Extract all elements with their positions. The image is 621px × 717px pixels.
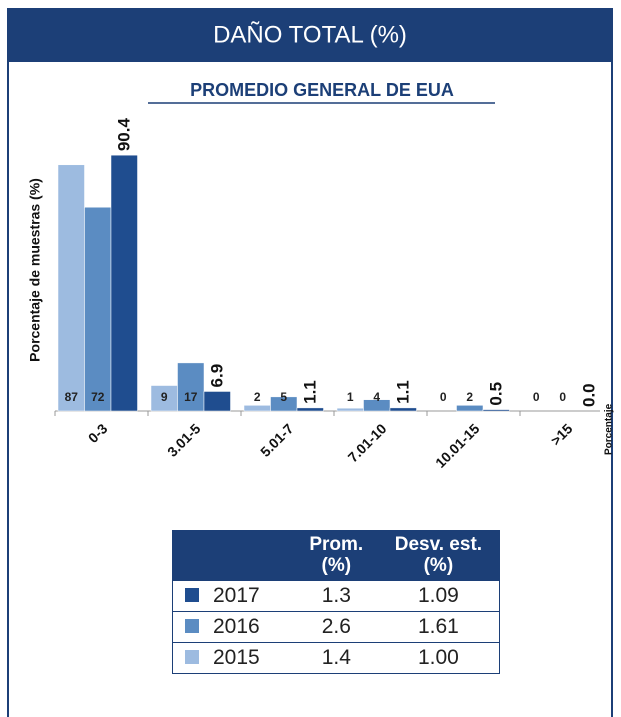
- cell: 1.00: [417, 645, 459, 669]
- swatch: [185, 618, 199, 633]
- header-bar: [7, 8, 613, 62]
- bar: [110, 154, 138, 412]
- bar: [177, 362, 205, 412]
- value-label: 5: [280, 390, 287, 404]
- bar: [243, 405, 271, 412]
- bar: [336, 407, 364, 412]
- value-label: 90.4: [115, 118, 134, 152]
- row-label-cell: 2017: [173, 581, 295, 612]
- bar: [203, 391, 231, 412]
- x-tick-label: 0-3: [85, 420, 111, 446]
- bar: [363, 399, 391, 412]
- subtitle: PROMEDIO GENERAL DE EUA: [190, 80, 454, 100]
- value-label: 1.1: [394, 380, 413, 404]
- bar: [270, 396, 298, 412]
- bar: [389, 407, 417, 412]
- row-label: 2015: [213, 645, 260, 669]
- x-tick-label: 10.01-15: [432, 420, 483, 471]
- table-row: 2016 2.6 1.61: [172, 611, 500, 643]
- value-label: 6.9: [208, 364, 227, 388]
- value-label: 2: [254, 390, 261, 404]
- cell: 1.09: [417, 583, 459, 607]
- value-label: 1: [347, 390, 354, 404]
- stats-table: Prom. (%) Desv. est. (%) 2017 1.3 1.09 2016…: [172, 530, 500, 674]
- column-header: Prom. (%): [294, 530, 378, 581]
- value-label: 1.1: [301, 380, 320, 404]
- y-axis-label: Porcentaje de muestras (%): [27, 178, 43, 362]
- x-axis-label: Porcentaje: [604, 403, 615, 455]
- x-tick-label: >15: [547, 420, 575, 448]
- row-label: 2016: [213, 614, 260, 638]
- swatch: [185, 587, 199, 602]
- cell: 1.3: [321, 583, 351, 607]
- row-label-cell: 2015: [173, 642, 295, 673]
- value-label: 0: [440, 390, 447, 404]
- bar: [150, 385, 178, 412]
- x-tick-label: 7.01-10: [345, 420, 390, 465]
- value-label: 0: [559, 390, 566, 404]
- value-label: 72: [91, 390, 105, 404]
- bar: [57, 164, 85, 412]
- value-label: 9: [161, 390, 168, 404]
- cell: 1.4: [321, 645, 351, 669]
- bar: [84, 206, 112, 412]
- row-label-cell: 2016: [173, 611, 295, 642]
- title: DAÑO TOTAL (%): [213, 21, 407, 48]
- value-label: 0: [533, 390, 540, 404]
- x-tick-label: 3.01-5: [164, 420, 204, 460]
- value-label: 4: [373, 390, 380, 404]
- x-tick-label: 5.01-7: [257, 420, 297, 460]
- value-label: 0.0: [580, 383, 599, 407]
- bar: [456, 405, 484, 412]
- bar: [482, 409, 510, 412]
- value-label: 87: [65, 390, 79, 404]
- bar: [296, 407, 324, 412]
- swatch: [185, 649, 199, 664]
- value-label: 2: [466, 390, 473, 404]
- cell: 2.6: [321, 614, 351, 638]
- table-row: 2015 1.4 1.00: [172, 642, 500, 674]
- row-label: 2017: [213, 583, 260, 607]
- cell: 1.61: [417, 614, 459, 638]
- table-row: 2017 1.3 1.09: [172, 581, 500, 612]
- value-label: 0.5: [487, 382, 506, 406]
- value-label: 17: [184, 390, 198, 404]
- column-header: Desv. est. (%): [377, 530, 500, 581]
